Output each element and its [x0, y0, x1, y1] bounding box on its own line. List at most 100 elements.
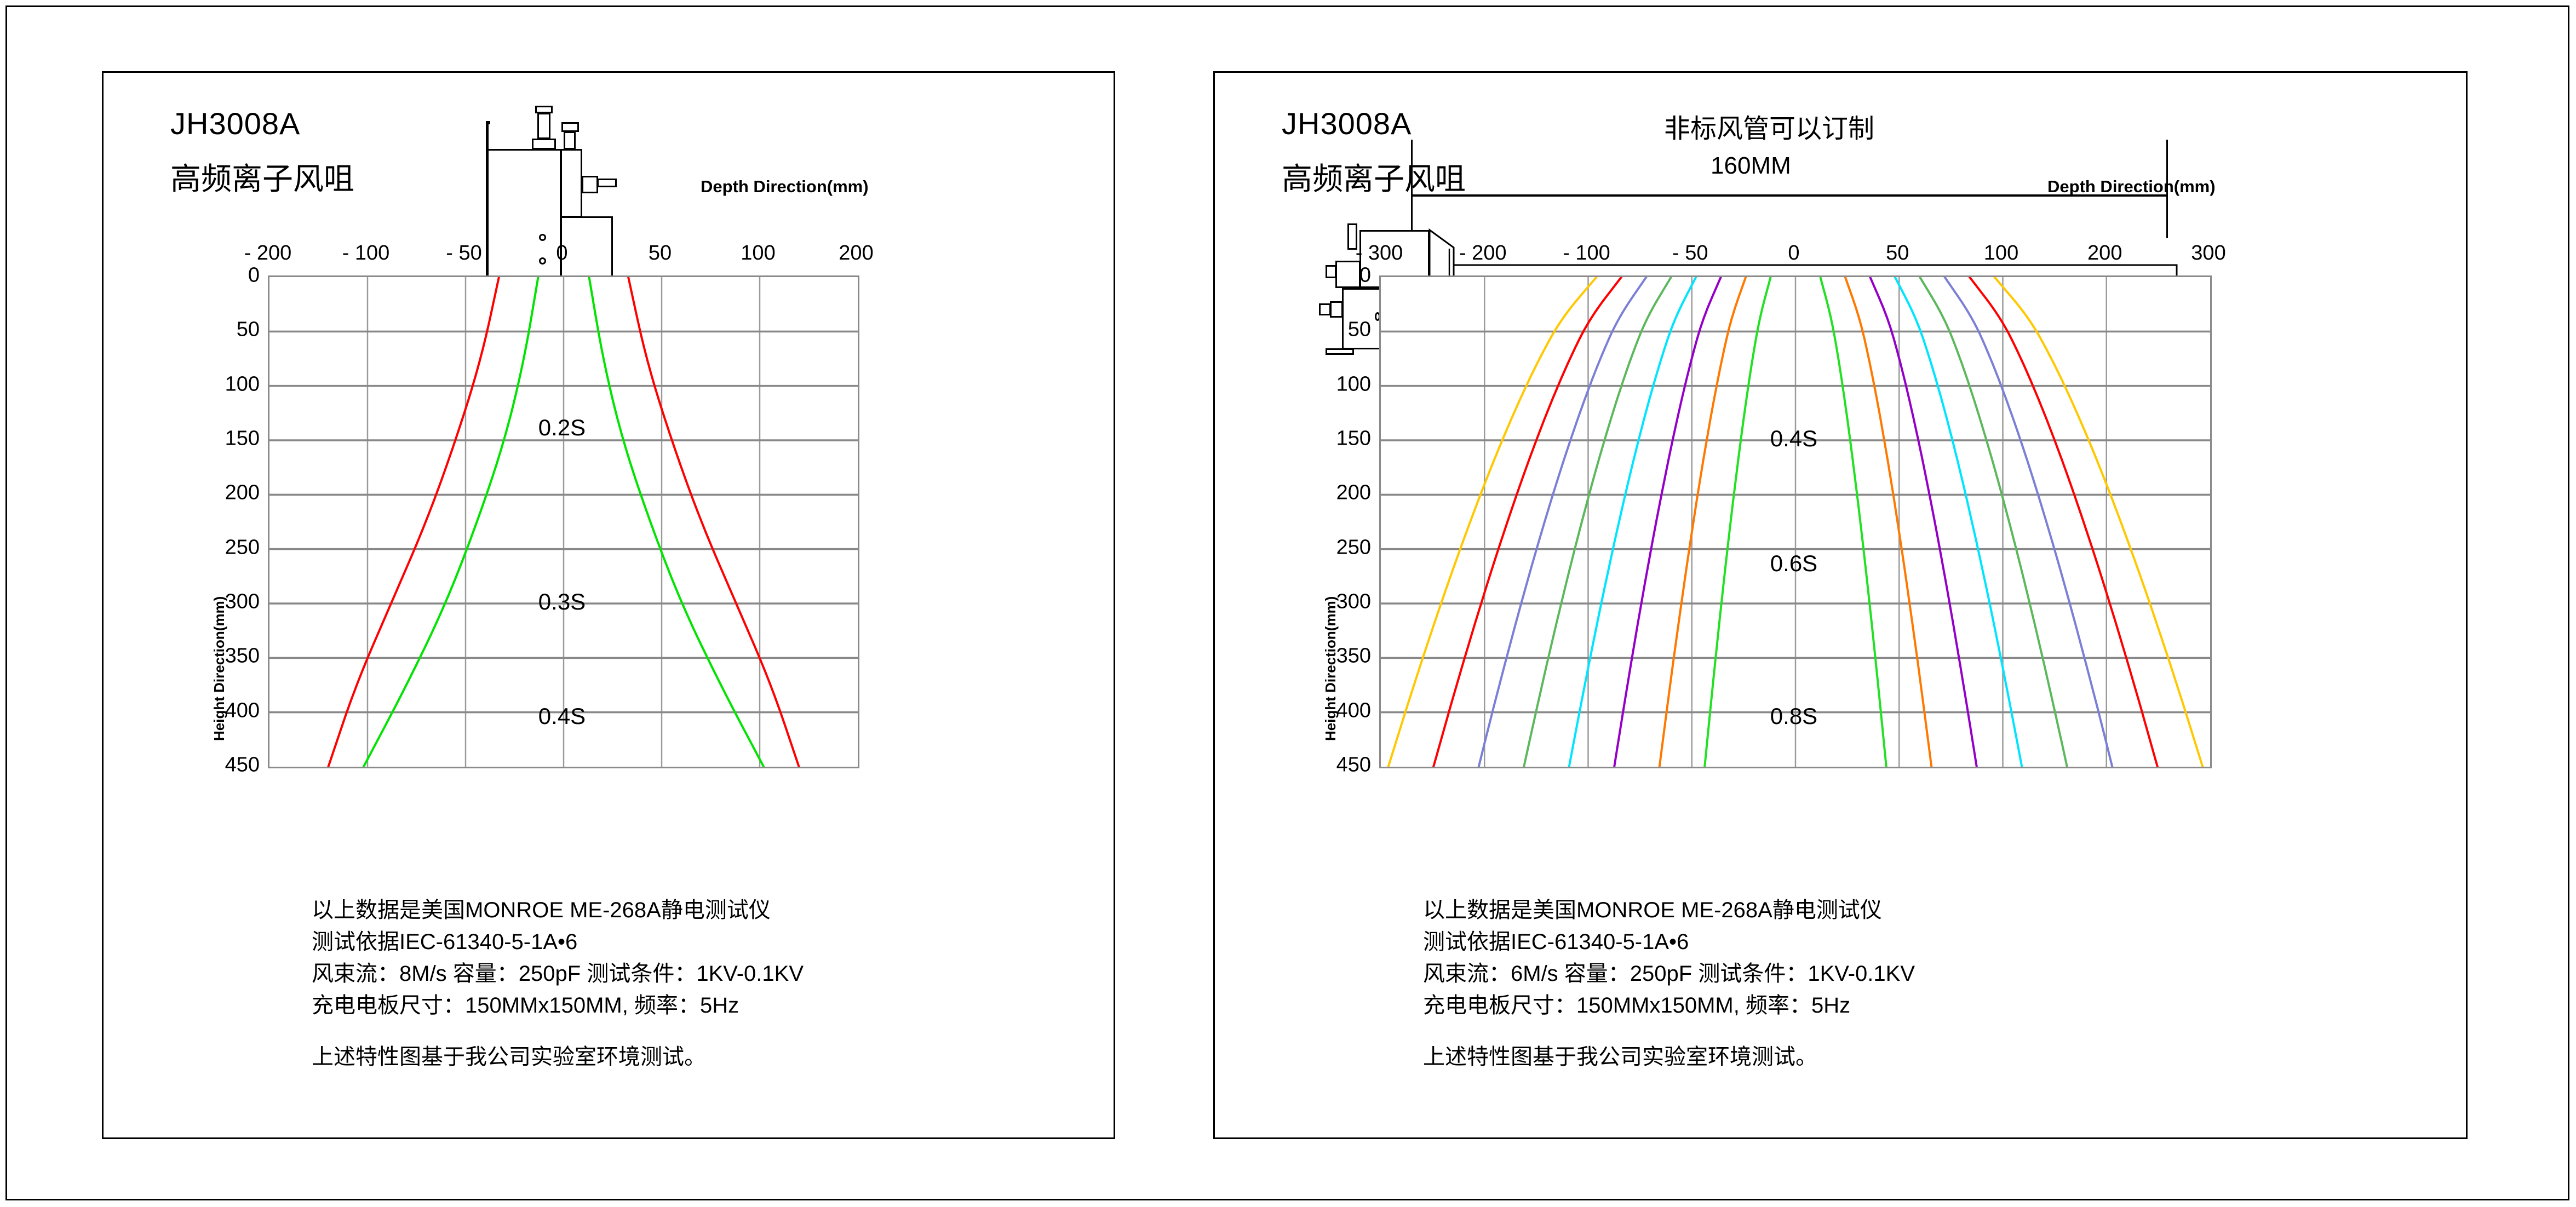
curve-c6-right	[1869, 277, 1978, 767]
caption-left: 以上数据是美国MONROE ME-268A静电测试仪 测试依据IEC-61340…	[312, 894, 804, 1073]
y-tick-label: 50	[236, 318, 260, 341]
caption-line-2: 测试依据IEC-61340-5-1A•6	[1423, 930, 1689, 954]
model-name-left: JH3008A	[170, 106, 301, 141]
port-cap	[561, 122, 579, 132]
curve-c1-right	[1993, 277, 2204, 767]
dimension-line	[1411, 194, 2168, 197]
caption-line-1: 以上数据是美国MONROE ME-268A静电测试仪	[1423, 898, 1882, 922]
curve-c3-left	[1477, 277, 1648, 767]
caption-line-2: 测试依据IEC-61340-5-1A•6	[312, 930, 578, 954]
model-block-right: JH3008A 高频离子风咀	[1282, 106, 1466, 199]
port-shaft	[564, 131, 576, 150]
y-tick-label: 250	[1336, 536, 1371, 559]
duct-dimension-label: 160MM	[1711, 152, 1791, 179]
curve-c7-right	[1844, 277, 1933, 767]
duct-custom-note: 非标风管可以订制	[1664, 114, 1875, 143]
model-desc-right: 高频离子风咀	[1282, 162, 1466, 196]
curve-c7-left	[1658, 277, 1747, 767]
caption-right: 以上数据是美国MONROE ME-268A静电测试仪 测试依据IEC-61340…	[1423, 894, 1915, 1073]
curve-c5-right	[1894, 277, 2023, 767]
curve-c5-left	[1568, 277, 1697, 767]
x-tick-label: - 50	[446, 242, 482, 265]
curve-c6-left	[1613, 277, 1722, 767]
curve-c2-left	[1432, 277, 1623, 767]
model-desc-left: 高频离子风咀	[170, 162, 354, 196]
x-tick-label: 50	[648, 242, 672, 265]
caption-spacer	[312, 1021, 804, 1041]
screw-hole-lower	[539, 257, 546, 265]
x-tick-label: - 200	[244, 242, 292, 265]
y-tick-label: 150	[225, 427, 260, 450]
y-tick-label: 50	[1347, 318, 1371, 341]
x-tick-label: 100	[1983, 242, 2019, 265]
x-tick-label: 50	[1886, 242, 1909, 265]
curve-c8-right	[1819, 277, 1887, 767]
dimension-tick-right	[2166, 140, 2168, 238]
caption-line-5: 上述特性图基于我公司实验室环境测试。	[312, 1045, 706, 1069]
curve-c4-left	[1523, 277, 1672, 767]
axis-title-x-left: Depth Direction(mm)	[701, 177, 869, 196]
plot-area-right	[1379, 275, 2212, 768]
y-tick-label: 400	[1336, 699, 1371, 722]
curve-annotation: 0.4S	[538, 703, 586, 729]
x-tick-label: 0	[1788, 242, 1800, 265]
curve-annotation: 0.8S	[1770, 703, 1818, 729]
caption-line-4: 充电电板尺寸：150MMx150MM, 频率：5Hz	[312, 993, 739, 1018]
body-mid-left	[1335, 261, 1361, 288]
side-nipple	[597, 179, 617, 187]
y-tick-label: 0	[248, 263, 260, 287]
page-border	[5, 5, 2569, 1200]
model-name-right: JH3008A	[1282, 106, 1412, 141]
y-tick-label: 200	[1336, 481, 1371, 504]
axis-title-x-right: Depth Direction(mm)	[2047, 177, 2216, 196]
caption-spacer	[1423, 1021, 1915, 1041]
y-tick-label: 150	[1336, 427, 1371, 450]
rear-stud	[1347, 223, 1357, 250]
x-tick-label: 200	[839, 242, 874, 265]
nipple-upper	[1326, 265, 1336, 278]
x-tick-label: 100	[741, 242, 776, 265]
caption-line-4: 充电电板尺寸：150MMx150MM, 频率：5Hz	[1423, 993, 1851, 1018]
curve-0.4S-right	[588, 277, 765, 767]
curve-annotation: 0.6S	[1770, 550, 1818, 577]
y-tick-label: 450	[1336, 753, 1371, 777]
y-tick-label: 100	[225, 372, 260, 396]
x-tick-label: 200	[2087, 242, 2122, 265]
y-tick-label: 400	[225, 699, 260, 722]
panel-right: JH3008A 高频离子风咀 非标风管可以订制 160MM	[1213, 71, 2468, 1139]
caption-line-3: 风束流：8M/s 容量：250pF 测试条件：1KV-0.1KV	[312, 962, 804, 986]
y-tick-label: 250	[225, 536, 260, 559]
body-mid-upper	[560, 149, 582, 217]
x-tick-label: - 300	[1355, 242, 1403, 265]
y-tick-label: 300	[1336, 590, 1371, 613]
curve-c3-right	[1943, 277, 2114, 767]
nipple-lower-base	[1330, 301, 1343, 318]
y-tick-label: 350	[225, 644, 260, 668]
chart-right: Depth Direction(mm) Height Direction(mm)…	[1215, 73, 2469, 1141]
screw-hole-upper	[539, 234, 546, 241]
curve-c4-right	[1919, 277, 2068, 767]
x-tick-label: - 200	[1459, 242, 1507, 265]
stud-cap	[535, 106, 553, 113]
curve-c2-right	[1968, 277, 2159, 767]
plot-svg	[1381, 277, 2210, 767]
nipple-lower	[1319, 303, 1331, 315]
caption-line-1: 以上数据是美国MONROE ME-268A静电测试仪	[312, 898, 771, 922]
dimension-tick-left	[1411, 140, 1413, 238]
caption-line-3: 风束流：6M/s 容量：250pF 测试条件：1KV-0.1KV	[1423, 962, 1915, 986]
curve-c8-left	[1703, 277, 1772, 767]
curve-0.4S-left	[362, 277, 540, 767]
x-tick-label: - 50	[1672, 242, 1708, 265]
y-tick-label: 350	[1336, 644, 1371, 668]
stud-base	[532, 139, 556, 150]
curve-annotation: 0.4S	[1770, 426, 1818, 451]
curve-0.2S-left	[327, 277, 500, 767]
model-block-left: JH3008A 高频离子风咀	[170, 106, 354, 199]
plot-area-left	[268, 275, 859, 768]
y-tick-label: 100	[1336, 372, 1371, 396]
device-ion-nozzle-vertical	[454, 100, 684, 363]
stud-shaft	[537, 113, 550, 139]
caption-line-5: 上述特性图基于我公司实验室环境测试。	[1423, 1045, 1817, 1069]
curve-annotation: 0.3S	[538, 589, 586, 614]
plot-svg	[269, 277, 858, 767]
